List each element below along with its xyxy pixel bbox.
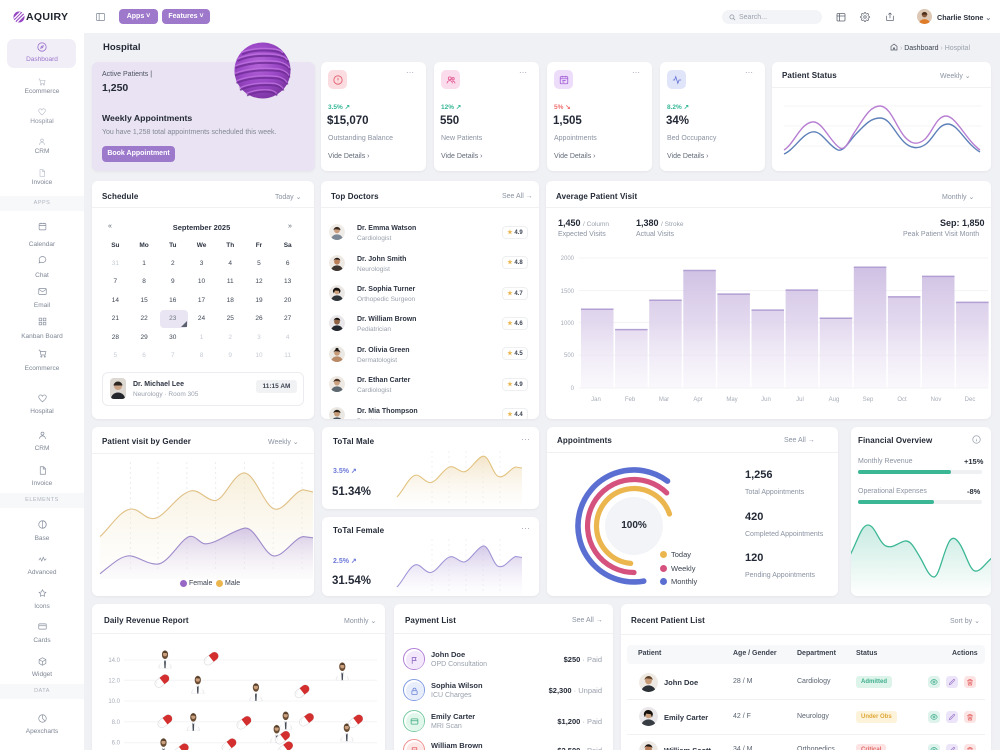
svg-text:Jun: Jun <box>761 397 771 403</box>
svg-text:Oct: Oct <box>897 397 907 403</box>
svg-text:0: 0 <box>571 386 575 392</box>
svg-text:2000: 2000 <box>561 256 575 262</box>
svg-text:12.0: 12.0 <box>108 678 120 684</box>
svg-text:1500: 1500 <box>561 289 575 295</box>
svg-text:Sep: Sep <box>863 397 874 403</box>
svg-text:Jan: Jan <box>591 397 601 403</box>
svg-text:10.0: 10.0 <box>108 699 120 705</box>
svg-text:Nov: Nov <box>931 397 942 403</box>
svg-text:Dec: Dec <box>965 397 976 403</box>
svg-text:Aug: Aug <box>829 397 840 403</box>
svg-text:Mar: Mar <box>659 397 669 403</box>
svg-text:8.0: 8.0 <box>112 720 121 726</box>
svg-text:Apr: Apr <box>693 397 702 403</box>
svg-text:1000: 1000 <box>561 321 575 327</box>
svg-text:Jul: Jul <box>796 397 804 403</box>
svg-text:May: May <box>726 397 737 403</box>
svg-text:Feb: Feb <box>625 397 636 403</box>
svg-text:500: 500 <box>564 353 575 359</box>
svg-text:14.0: 14.0 <box>108 658 120 664</box>
svg-text:6.0: 6.0 <box>112 741 121 747</box>
